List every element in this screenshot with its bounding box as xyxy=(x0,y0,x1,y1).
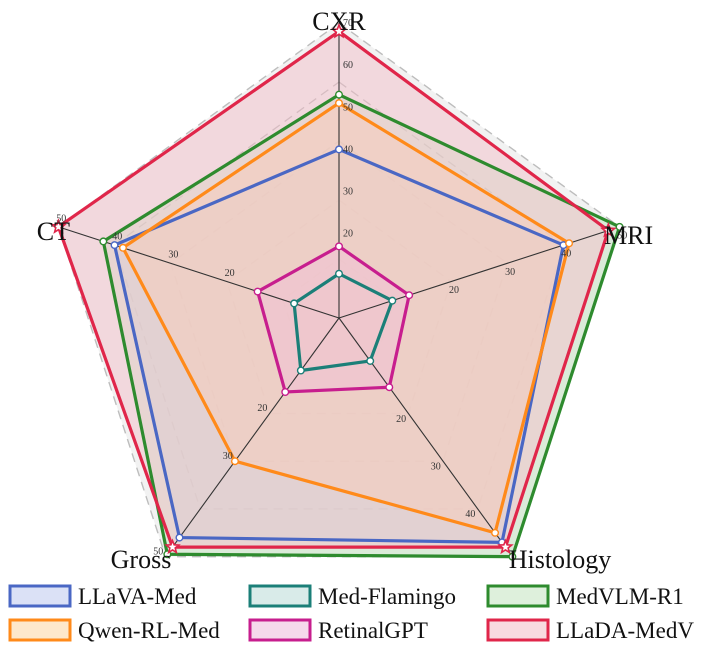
axis-label-mri: MRI xyxy=(604,221,653,250)
legend: LLaVA-Med Med-Flamingo MedVLM-R1 Qwen-RL-Me… xyxy=(8,584,694,643)
series-markers xyxy=(50,22,624,561)
point-qwen-rl-med-histology xyxy=(491,528,500,537)
point-retinalgpt-mri xyxy=(405,291,414,300)
point-retinalgpt-gross xyxy=(281,387,290,396)
axis-label-histology: Histology xyxy=(509,545,612,574)
point-llada-medv-histology xyxy=(497,538,514,555)
tick-label-cxr-40: 40 xyxy=(343,144,353,155)
legend-label-medvlm-r1: MedVLM-R1 xyxy=(556,584,684,609)
series-lines xyxy=(56,29,622,559)
point-retinalgpt-cxr xyxy=(335,242,344,251)
tick-label-gross-30: 30 xyxy=(223,451,233,462)
legend-label-retinalgpt: RetinalGPT xyxy=(318,618,428,643)
tick-label-mri-30: 30 xyxy=(505,267,515,278)
tick-label-ct-20: 20 xyxy=(225,268,235,279)
point-llava-med-cxr xyxy=(335,145,344,154)
tick-label-ct-40: 40 xyxy=(112,232,122,243)
tick-label-cxr-70: 70 xyxy=(343,18,353,29)
tick-label-histology-40: 40 xyxy=(465,509,475,520)
tick-label-ct-50: 50 xyxy=(56,213,66,224)
legend-swatch-llava-med xyxy=(8,584,72,608)
legend-item-llada-medv: LLaDA-MedV xyxy=(486,618,694,643)
legend-swatch-llada-medv xyxy=(486,618,550,642)
legend-label-llada-medv: LLaDA-MedV xyxy=(556,618,694,643)
axis-labels: CXR MRI Histology Gross CT xyxy=(37,7,653,574)
point-llava-med-ct xyxy=(110,241,119,250)
series-line-retinalgpt xyxy=(255,244,411,394)
tick-label-gross-20: 20 xyxy=(257,403,267,414)
series-fills xyxy=(58,31,620,557)
axis-spoke-gross xyxy=(165,317,340,557)
legend-label-llava-med: LLaVA-Med xyxy=(78,584,197,609)
tick-label-cxr-60: 60 xyxy=(343,60,353,71)
tick-label-mri-40: 40 xyxy=(561,249,571,260)
point-llada-medv-cxr xyxy=(330,22,348,39)
point-qwen-rl-med-mri xyxy=(565,239,574,248)
legend-item-med-flamingo: Med-Flamingo xyxy=(248,584,456,609)
point-llada-medv-mri xyxy=(600,221,617,238)
tick-label-gross-50: 50 xyxy=(153,546,163,557)
point-medvlm-r1-ct xyxy=(99,237,108,246)
point-med-flamingo-ct xyxy=(290,299,299,308)
point-qwen-rl-med-cxr xyxy=(335,99,344,108)
legend-item-qwen-rl-med: Qwen-RL-Med xyxy=(8,618,220,643)
legend-label-qwen-rl-med: Qwen-RL-Med xyxy=(78,618,220,643)
series-line-qwen-rl-med xyxy=(120,101,571,535)
point-med-flamingo-mri xyxy=(388,296,397,305)
series-line-llada-medv xyxy=(56,29,611,549)
tick-label-cxr-50: 50 xyxy=(343,102,353,113)
tick-label-mri-20: 20 xyxy=(449,285,459,296)
axis-label-cxr: CXR xyxy=(312,7,366,36)
legend-swatch-retinalgpt xyxy=(248,618,312,642)
point-medvlm-r1-histology xyxy=(508,552,517,561)
tick-labels: 20 30 40 50 60 70 20 30 40 50 20 30 40 20 30 50 20 30 40 50 xyxy=(56,18,627,557)
tick-label-ct-30: 30 xyxy=(168,250,178,261)
legend-swatch-medvlm-r1 xyxy=(486,584,550,608)
series-line-med-flamingo xyxy=(292,271,395,373)
axis-label-gross: Gross xyxy=(111,545,172,574)
series-fill-llada-medv xyxy=(58,31,609,548)
point-medvlm-r1-mri xyxy=(615,222,624,231)
tick-label-histology-20: 20 xyxy=(396,414,406,425)
point-med-flamingo-gross xyxy=(296,366,305,375)
point-llada-medv-gross xyxy=(164,538,181,555)
point-med-flamingo-histology xyxy=(366,356,375,365)
point-retinalgpt-ct xyxy=(253,287,262,296)
point-llava-med-gross xyxy=(175,533,184,542)
tick-label-mri-50: 50 xyxy=(617,230,627,241)
legend-item-retinalgpt: RetinalGPT xyxy=(248,618,428,643)
point-llada-medv-ct xyxy=(50,218,67,234)
point-qwen-rl-med-gross xyxy=(230,457,239,466)
point-medvlm-r1-cxr xyxy=(335,90,344,99)
point-med-flamingo-cxr xyxy=(335,269,344,278)
axis-label-ct: CT xyxy=(37,217,70,246)
tick-label-histology-30: 30 xyxy=(431,462,441,473)
legend-label-med-flamingo: Med-Flamingo xyxy=(318,584,456,609)
legend-swatch-med-flamingo xyxy=(248,584,312,608)
point-qwen-rl-med-ct xyxy=(118,243,127,252)
legend-swatch-qwen-rl-med xyxy=(8,618,72,642)
legend-item-llava-med: LLaVA-Med xyxy=(8,584,197,609)
tick-label-cxr-30: 30 xyxy=(343,187,353,198)
tick-label-cxr-20: 20 xyxy=(343,229,353,240)
point-retinalgpt-histology xyxy=(385,383,394,392)
legend-item-medvlm-r1: MedVLM-R1 xyxy=(486,584,684,609)
